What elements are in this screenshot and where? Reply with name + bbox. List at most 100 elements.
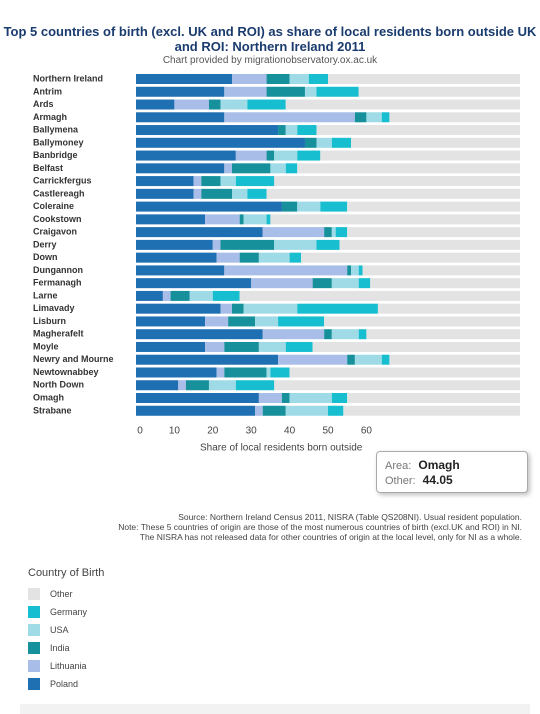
bar-moyle-germany[interactable] [285,341,313,352]
legend-item-usa[interactable]: USA [28,621,228,639]
bar-ards-usa[interactable] [220,99,248,110]
bar-omagh-other[interactable] [347,393,520,403]
bar-belfast-usa[interactable] [270,163,286,174]
bar-ballymena-usa[interactable] [285,125,298,136]
bar-limavady-lithuania[interactable] [220,303,232,314]
bar-omagh-poland[interactable] [136,393,259,403]
bar-castlereagh-other[interactable] [266,188,520,199]
bar-banbridge-germany[interactable] [297,150,321,161]
bar-limavady-germany[interactable] [297,303,378,314]
bar-derry-lithuania[interactable] [212,239,221,250]
bar-northern-ireland-lithuania[interactable] [232,74,267,84]
bar-belfast-lithuania[interactable] [224,163,232,174]
bar-northern-ireland-germany[interactable] [308,74,328,84]
legend-item-other[interactable]: Other [28,585,228,603]
bar-moyle-poland[interactable] [136,341,206,352]
bar-ards-poland[interactable] [136,99,175,110]
bar-north-down-germany[interactable] [235,380,275,391]
bar-newry-and-mourne-india[interactable] [347,354,355,365]
bar-northern-ireland-usa[interactable] [289,74,309,84]
bar-castlereagh-poland[interactable] [136,188,194,199]
bar-banbridge-usa[interactable] [274,150,298,161]
bar-newtownabbey-lithuania[interactable] [216,367,225,378]
bar-ballymoney-other[interactable] [351,137,520,148]
bar-ballymena-poland[interactable] [136,125,279,136]
bar-newtownabbey-other[interactable] [289,367,520,378]
bar-lisburn-germany[interactable] [278,316,325,327]
bar-cookstown-germany[interactable] [266,214,271,225]
bar-magherafelt-other[interactable] [366,329,520,340]
bar-newry-and-mourne-usa[interactable] [354,354,382,365]
bar-coleraine-poland[interactable] [136,201,282,212]
bar-lisburn-usa[interactable] [255,316,279,327]
bar-ballymena-germany[interactable] [297,125,317,136]
bar-omagh-lithuania[interactable] [258,393,282,403]
bar-limavady-other[interactable] [377,303,520,314]
bar-down-germany[interactable] [289,252,302,263]
bar-antrim-lithuania[interactable] [224,86,267,97]
bar-larne-usa[interactable] [189,290,213,301]
bar-belfast-india[interactable] [232,163,271,174]
bar-dungannon-other[interactable] [362,265,520,276]
bar-ballymoney-usa[interactable] [316,137,332,148]
bar-cookstown-usa[interactable] [243,214,267,225]
bar-belfast-other[interactable] [297,163,520,174]
bar-strabane-germany[interactable] [328,405,344,416]
bar-larne-poland[interactable] [136,290,163,301]
bar-banbridge-lithuania[interactable] [235,150,267,161]
bar-craigavon-germany[interactable] [335,227,348,238]
bar-dungannon-usa[interactable] [351,265,359,276]
bar-armagh-lithuania[interactable] [224,112,355,123]
bar-north-down-poland[interactable] [136,380,179,391]
bar-antrim-india[interactable] [266,86,305,97]
bar-craigavon-usa[interactable] [331,227,336,238]
bar-fermanagh-other[interactable] [370,278,520,289]
bar-carrickfergus-usa[interactable] [220,176,236,187]
bar-cookstown-india[interactable] [239,214,244,225]
bar-banbridge-poland[interactable] [136,150,236,161]
bar-coleraine-other[interactable] [347,201,520,212]
bar-lisburn-india[interactable] [228,316,256,327]
bar-larne-other[interactable] [239,290,520,301]
bar-carrickfergus-other[interactable] [274,176,520,187]
bar-lisburn-poland[interactable] [136,316,206,327]
bar-strabane-usa[interactable] [285,405,328,416]
bar-armagh-germany[interactable] [381,112,390,123]
bar-strabane-poland[interactable] [136,405,256,416]
bar-belfast-poland[interactable] [136,163,225,174]
bar-derry-germany[interactable] [316,239,340,250]
bar-newtownabbey-poland[interactable] [136,367,217,378]
bar-cookstown-other[interactable] [270,214,520,225]
bar-ards-india[interactable] [208,99,221,110]
bar-northern-ireland-poland[interactable] [136,74,232,84]
bar-down-india[interactable] [239,252,259,263]
bar-newry-and-mourne-germany[interactable] [381,354,390,365]
bar-newry-and-mourne-lithuania[interactable] [278,354,348,365]
bar-dungannon-germany[interactable] [358,265,363,276]
bar-north-down-lithuania[interactable] [178,380,186,391]
bar-north-down-usa[interactable] [208,380,236,391]
bar-newry-and-mourne-other[interactable] [389,354,520,365]
bar-omagh-germany[interactable] [331,393,348,403]
bar-ards-other[interactable] [285,99,520,110]
bar-antrim-other[interactable] [358,86,520,97]
bar-dungannon-poland[interactable] [136,265,225,276]
bar-castlereagh-germany[interactable] [247,188,267,199]
bar-craigavon-poland[interactable] [136,227,263,238]
bar-craigavon-india[interactable] [324,227,332,238]
bar-magherafelt-lithuania[interactable] [262,329,325,340]
bar-larne-india[interactable] [170,290,190,301]
bar-down-lithuania[interactable] [216,252,240,263]
bar-larne-lithuania[interactable] [162,290,171,301]
bar-north-down-other[interactable] [274,380,520,391]
bar-ballymena-other[interactable] [316,125,520,136]
bar-limavady-poland[interactable] [136,303,221,314]
bar-strabane-lithuania[interactable] [255,405,263,416]
bar-magherafelt-india[interactable] [324,329,332,340]
bar-ballymoney-poland[interactable] [136,137,305,148]
bar-carrickfergus-germany[interactable] [235,176,275,187]
bar-omagh-usa[interactable] [289,393,332,403]
bar-moyle-usa[interactable] [258,341,286,352]
bar-magherafelt-poland[interactable] [136,329,263,340]
bar-derry-india[interactable] [220,239,275,250]
